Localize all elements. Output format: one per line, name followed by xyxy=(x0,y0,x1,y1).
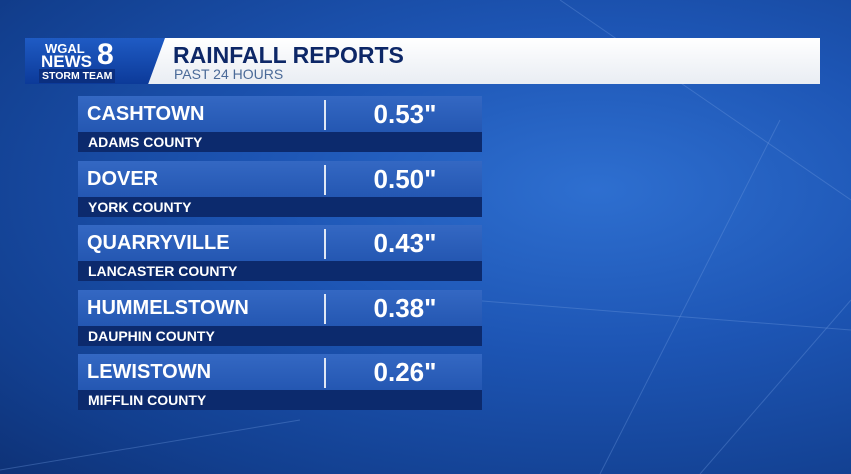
place-name: CASHTOWN xyxy=(87,103,205,125)
logo-channel: 8 xyxy=(97,38,114,71)
county-strip: MIFFLIN COUNTY xyxy=(78,390,482,410)
title: RAINFALL REPORTS xyxy=(173,42,404,68)
header-bar xyxy=(140,38,820,84)
rain-amount: 0.50" xyxy=(373,163,437,194)
divider xyxy=(324,164,326,195)
county-name: ADAMS COUNTY xyxy=(88,134,203,150)
place-name: DOVER xyxy=(87,167,159,190)
divider xyxy=(324,358,326,388)
row-header: CASHTOWN 0.53" xyxy=(78,96,482,132)
row-header: QUARRYVILLE 0.43" xyxy=(78,225,482,261)
row-header: HUMMELSTOWN 0.38" xyxy=(78,289,482,326)
divider xyxy=(324,100,326,130)
rain-amount: 0.38" xyxy=(373,292,437,323)
row-header: LEWISTOWN 0.26" xyxy=(78,354,482,390)
rain-amount: 0.53" xyxy=(373,99,437,129)
logo-news: NEWS xyxy=(41,52,92,71)
rain-amount: 0.43" xyxy=(373,228,437,258)
place-name: LEWISTOWN xyxy=(87,361,212,383)
place-name: HUMMELSTOWN xyxy=(87,296,249,319)
county-strip: DAUPHIN COUNTY xyxy=(78,325,482,346)
rain-amount: 0.26" xyxy=(373,357,437,387)
place-name: QUARRYVILLE xyxy=(87,232,230,254)
logo: WGAL NEWS 8 STORM TEAM xyxy=(25,38,165,84)
row-header: DOVER 0.50" xyxy=(78,160,482,197)
county-name: DAUPHIN COUNTY xyxy=(88,327,215,344)
county-name: LANCASTER COUNTY xyxy=(88,263,238,279)
subtitle: PAST 24 HOURS xyxy=(174,66,284,82)
divider xyxy=(324,293,326,324)
county-name: YORK COUNTY xyxy=(88,198,192,215)
logo-station: WGAL xyxy=(45,41,85,56)
logo-team: STORM TEAM xyxy=(39,69,116,83)
county-name: MIFFLIN COUNTY xyxy=(88,392,207,408)
divider xyxy=(324,229,326,259)
county-strip: LANCASTER COUNTY xyxy=(78,261,482,281)
county-strip: YORK COUNTY xyxy=(78,196,482,217)
county-strip: ADAMS COUNTY xyxy=(78,132,482,152)
